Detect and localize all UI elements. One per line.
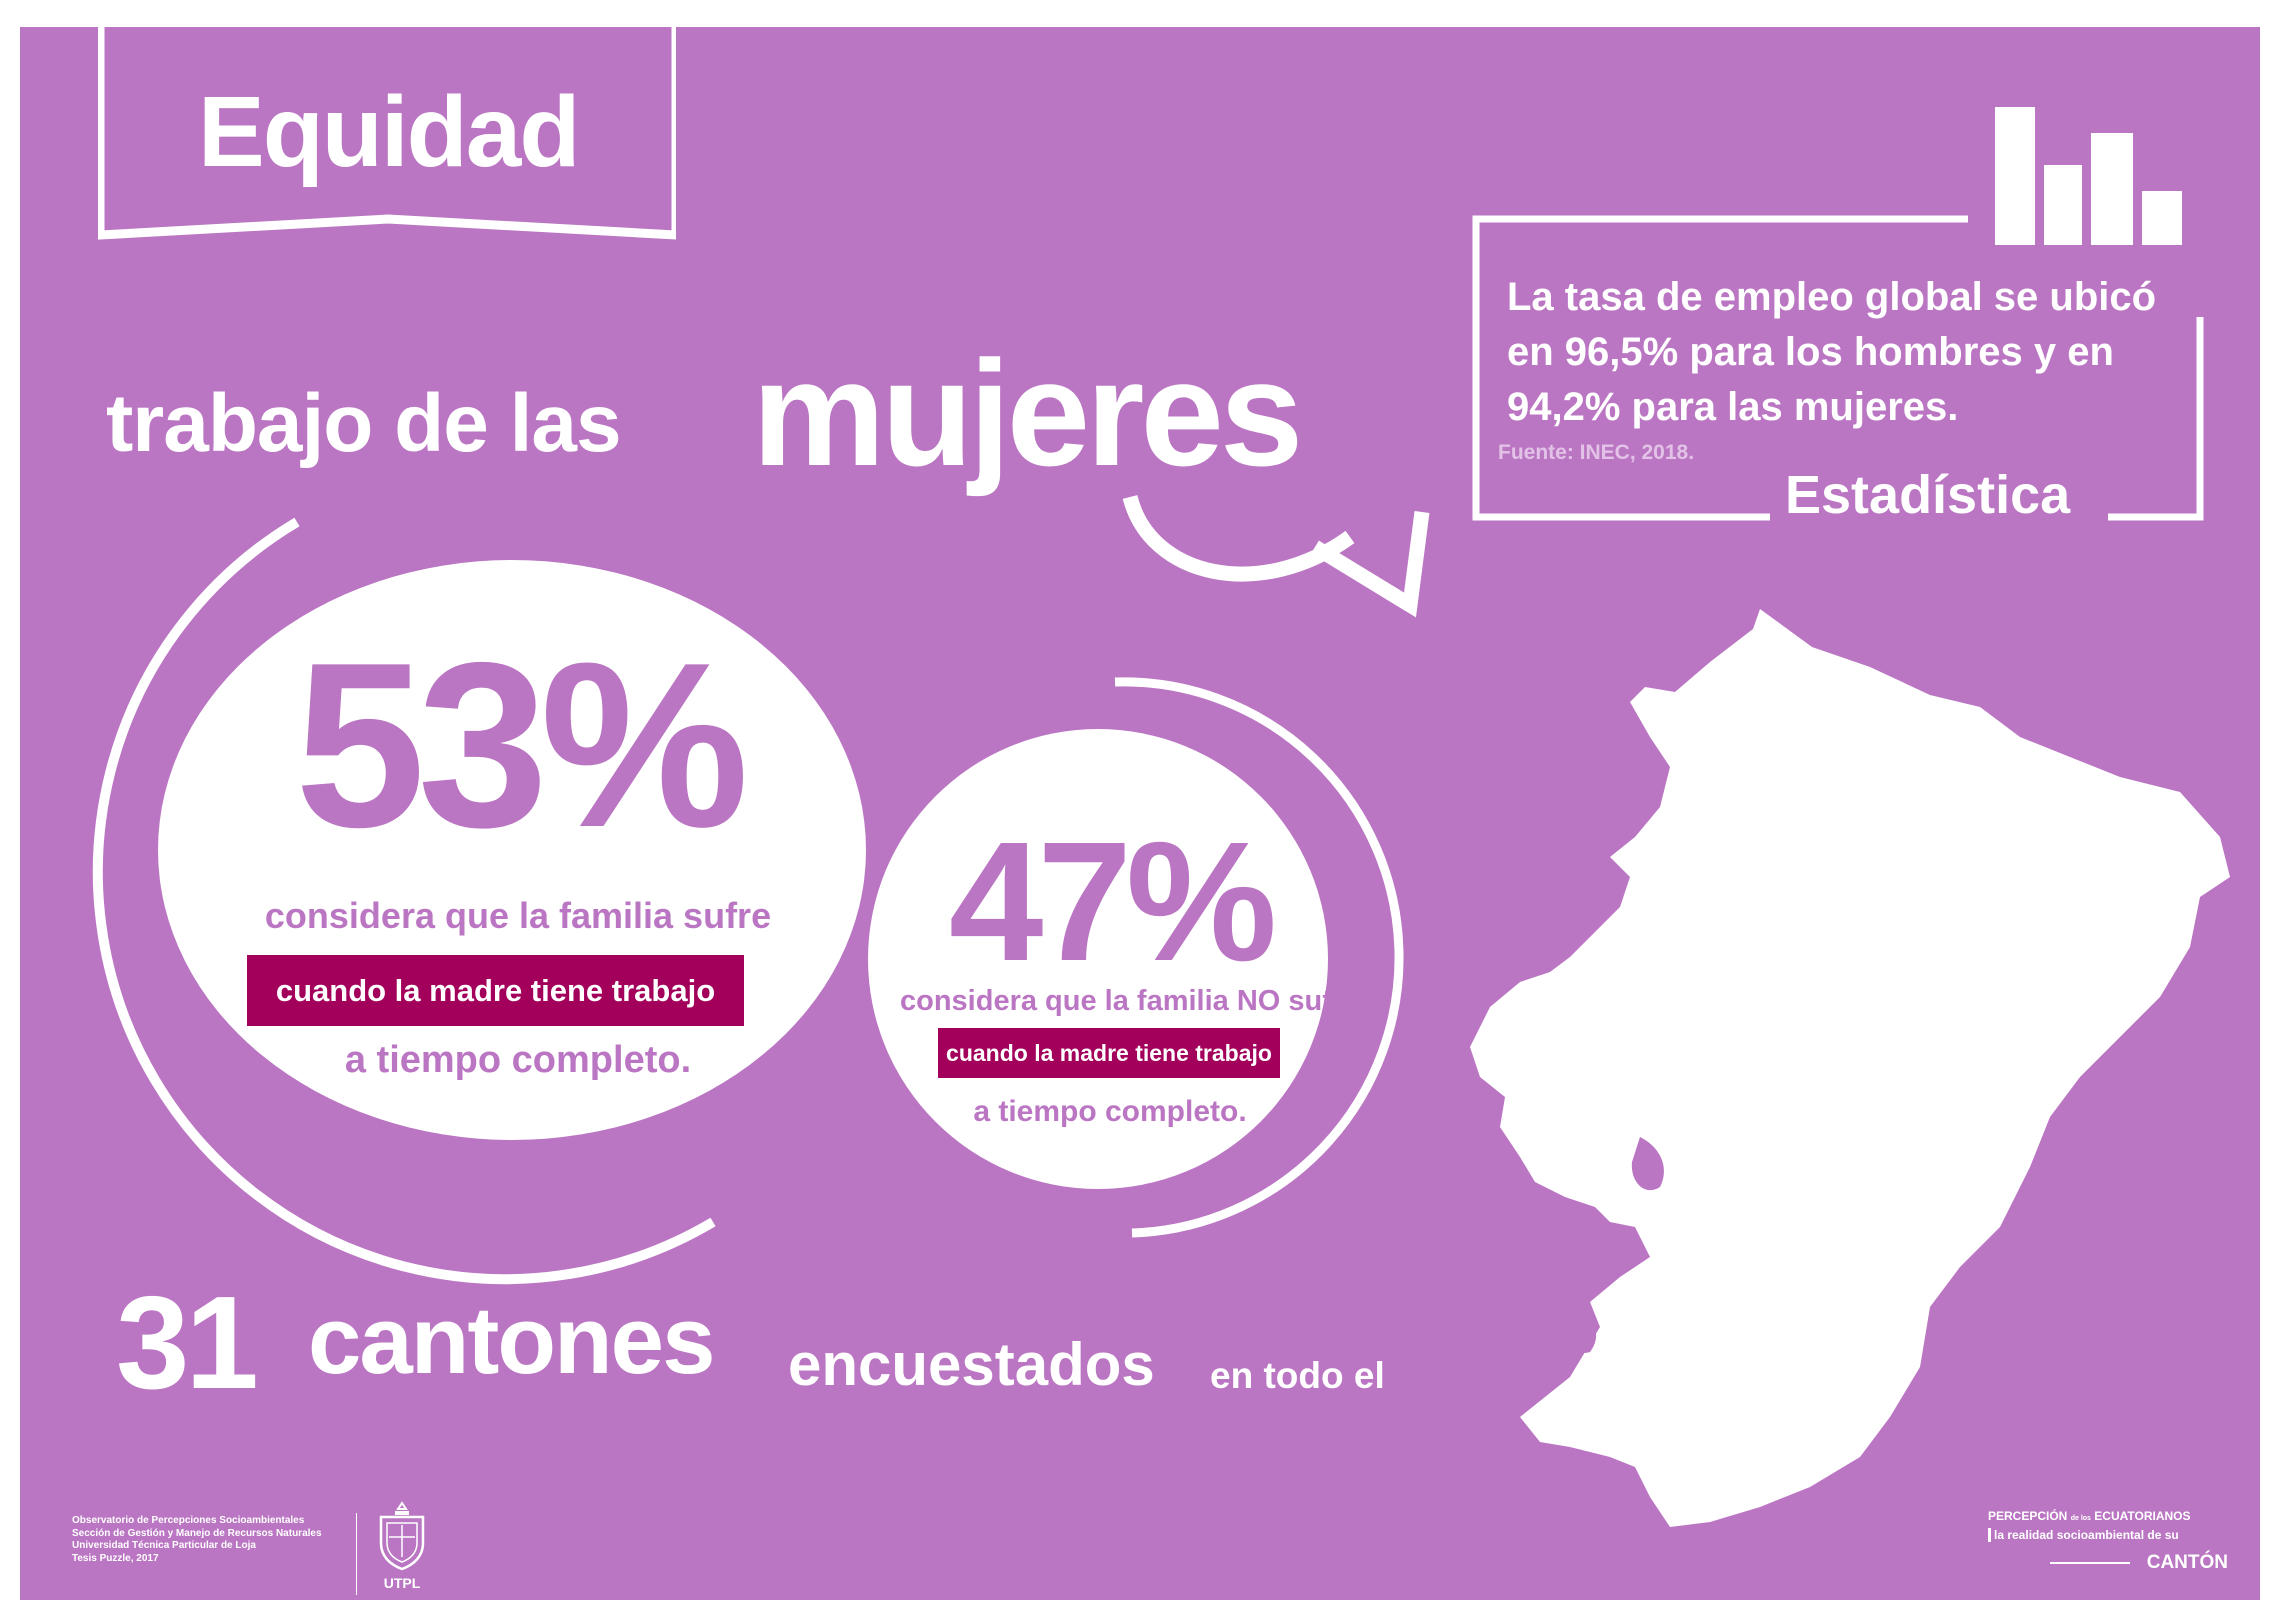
utpl-logo-label: UTPL [383,1575,421,1591]
utpl-shield-logo [379,1501,425,1571]
statistic-box-frame [1472,215,2204,521]
statistic-source: Fuente: INEC, 2018. [1498,441,1695,464]
brand-line1: PERCEPCIÓN de los ECUATORIANOS [1988,1509,2238,1523]
stat-big-line3: a tiempo completo. [344,1039,692,1081]
brand-mark: PERCEPCIÓN de los ECUATORIANOS la realid… [1988,1509,2238,1574]
credit-line: Universidad Técnica Particular de Loja [72,1540,256,1551]
brand-tagline: la realidad socioambiental de su [1988,1528,2179,1542]
big-circle [158,560,866,1140]
footer-divider [356,1513,357,1595]
brand-underline [2050,1562,2130,1564]
statistic-label: Estadística [1785,465,2071,525]
credit-line: Sección de Gestión y Manejo de Recursos … [72,1527,322,1539]
stat-small-line1: considera que la familia NO sufre [900,985,1360,1017]
headline-part1: trabajo de las [106,378,622,469]
stat-big-line1: considera que la familia sufre [264,895,772,936]
brand-word-ecuatorianos: ECUATORIANOS [2094,1509,2191,1523]
stat-small-percent: 47% [948,807,1277,997]
bottom-word-cantones: cantones [308,1287,715,1394]
title-banner-frame [98,27,676,240]
bottom-number: 31 [116,1269,259,1416]
credit-line: Tesis Puzzle, 2017 [72,1552,159,1564]
brand-word-de-los: de los [2070,1515,2091,1522]
stat-small-highlight: cuando la madre tiene trabajo [938,1028,1280,1078]
brand-line3: CANTÓN [2146,1552,2228,1573]
credit-line: Observatorio de Percepciones Socioambien… [72,1515,305,1526]
brand-word-percepcion: PERCEPCIÓN [1988,1509,2068,1523]
ecuador-map-icon [1470,609,2230,1527]
stat-big-highlight: cuando la madre tiene trabajo [247,955,744,1026]
bottom-word-encuestados: encuestados [788,1331,1155,1398]
bottom-word-en-todo-el: en todo el [1210,1355,1385,1396]
brand-line2: la realidad socioambiental de su [1988,1528,2238,1542]
headline-part2: mujeres [752,329,1303,497]
bar-chart-icon [1995,107,2182,245]
stat-small-line3: a tiempo completo. [973,1095,1247,1128]
page-title: Equidad [198,76,580,188]
infographic-poster: Equidad trabajo de las mujeres La tasa d… [20,27,2260,1600]
stat-big-percent: 53% [294,613,749,876]
footer-credits: Observatorio de Percepciones Socioambien… [72,1515,322,1565]
statistic-text: La tasa de empleo global se ubicó en 96,… [1507,275,2157,429]
small-circle [868,729,1328,1189]
curved-arrow-icon [1122,494,1430,618]
